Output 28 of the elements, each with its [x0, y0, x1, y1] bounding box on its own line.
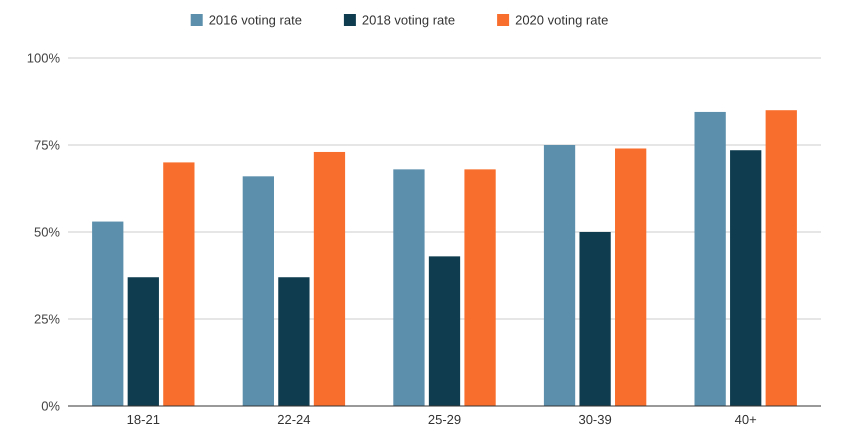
- bar: [615, 148, 646, 406]
- bar: [314, 152, 346, 406]
- bar: [730, 150, 762, 406]
- bar: [766, 110, 797, 406]
- x-tick-label: 22-24: [277, 412, 311, 427]
- bar: [242, 176, 274, 406]
- bar: [428, 256, 460, 406]
- bar: [579, 232, 611, 406]
- x-tick-label: 18-21: [126, 412, 160, 427]
- bar: [278, 277, 310, 406]
- x-tick-label: 40+: [734, 412, 757, 427]
- bar: [544, 145, 576, 406]
- y-tick-label: 100%: [26, 50, 60, 66]
- bar: [128, 277, 159, 406]
- y-tick-label: 25%: [34, 312, 60, 327]
- bar: [694, 112, 726, 406]
- y-tick-label: 0%: [41, 398, 60, 414]
- legend-label: 2016 voting rate: [208, 12, 302, 28]
- legend-label: 2020 voting rate: [515, 12, 608, 28]
- bar: [393, 169, 425, 406]
- bar: [163, 162, 195, 406]
- x-tick-label: 30-39: [578, 412, 612, 427]
- y-tick-label: 50%: [34, 224, 60, 240]
- x-tick-label: 25-29: [428, 412, 462, 427]
- bar: [92, 222, 124, 406]
- bar: [464, 169, 496, 406]
- legend-label: 2018 voting rate: [362, 12, 456, 28]
- y-tick-label: 75%: [34, 138, 60, 153]
